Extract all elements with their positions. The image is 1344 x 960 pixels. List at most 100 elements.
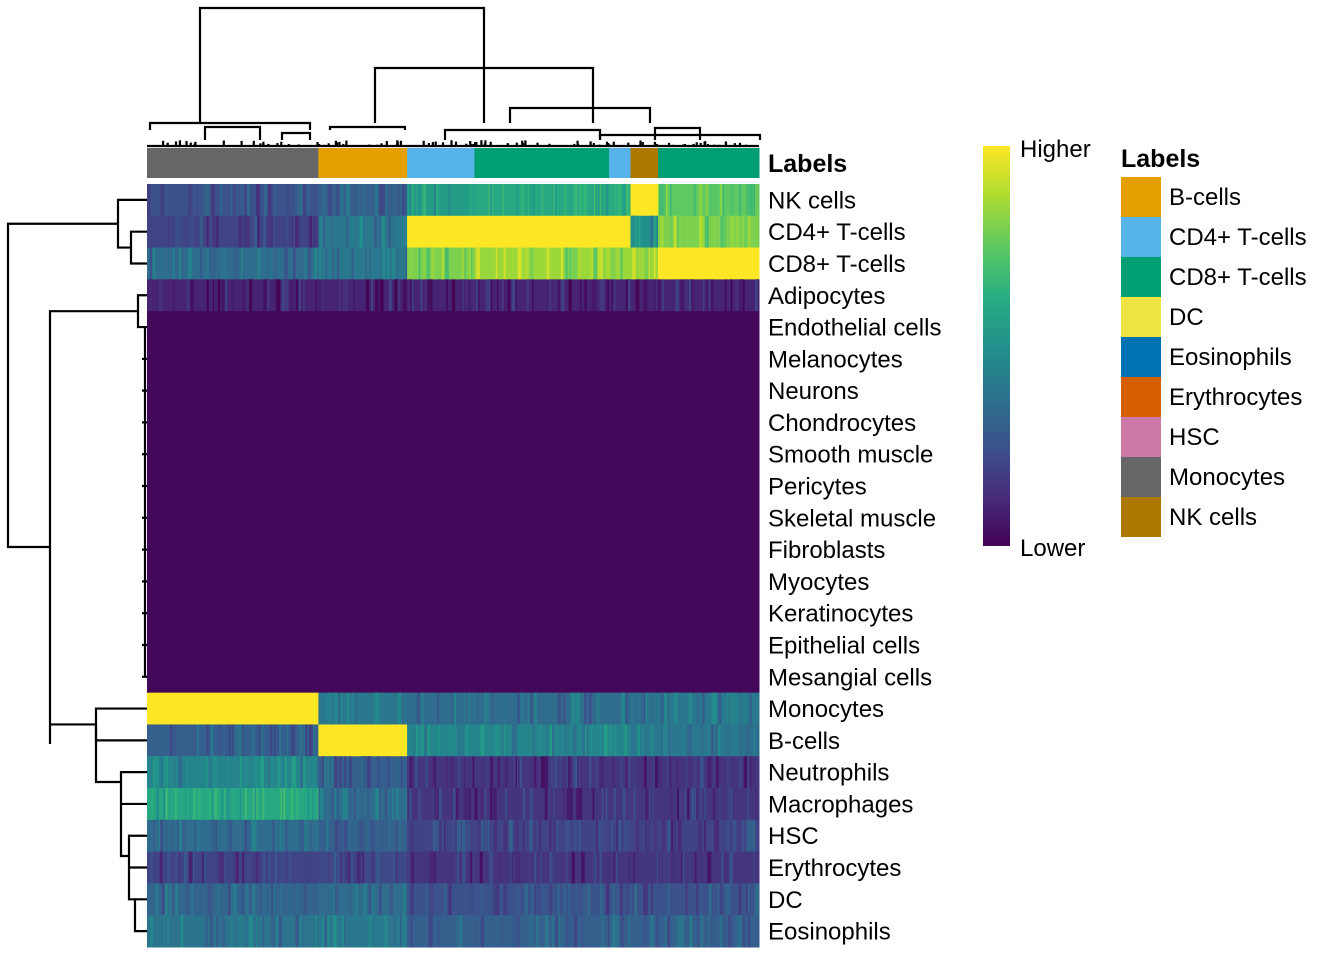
heatmap-texture <box>410 756 415 789</box>
heatmap-texture <box>468 247 473 280</box>
heatmap-texture <box>507 851 511 884</box>
heatmap-texture <box>622 788 626 821</box>
heatmap-texture <box>388 279 392 312</box>
heatmap-cell <box>147 438 319 471</box>
heatmap-cell <box>474 597 610 630</box>
heatmap-texture <box>573 184 578 217</box>
heatmap-texture <box>241 915 243 948</box>
heatmap-texture <box>444 883 446 916</box>
heatmap-texture <box>613 851 616 884</box>
heatmap-cell <box>609 406 631 439</box>
heatmap-texture <box>260 279 264 312</box>
heatmap-texture <box>442 915 447 948</box>
heatmap-texture <box>376 756 381 789</box>
heatmap-texture <box>323 915 328 948</box>
heatmap-texture <box>561 915 564 948</box>
heatmap-texture <box>531 279 534 312</box>
heatmap-cell <box>407 660 475 694</box>
heatmap-texture <box>556 883 560 916</box>
heatmap-texture <box>225 724 230 757</box>
heatmap-cell <box>630 311 659 344</box>
heatmap-texture <box>415 184 417 217</box>
heatmap-texture <box>217 247 219 280</box>
heatmap-texture <box>371 279 373 312</box>
heatmap-cell <box>407 597 475 630</box>
heatmap-texture <box>749 184 754 217</box>
heatmap-texture <box>715 724 719 757</box>
heatmap-texture <box>366 279 370 312</box>
heatmap-texture <box>635 819 640 853</box>
heatmap-texture <box>496 279 499 312</box>
heatmap-texture <box>726 883 731 916</box>
heatmap-texture <box>171 819 173 853</box>
heatmap-texture <box>147 184 151 217</box>
heatmap-texture <box>228 788 231 821</box>
heatmap-texture <box>445 819 448 853</box>
heatmap-texture <box>272 915 275 948</box>
heatmap-texture <box>409 184 411 217</box>
heatmap-texture <box>730 215 734 249</box>
heatmap-texture <box>707 851 711 884</box>
heatmap-texture <box>159 851 163 884</box>
heatmap-texture <box>289 279 294 312</box>
heatmap-texture <box>183 184 187 217</box>
heatmap-texture <box>375 279 379 312</box>
heatmap-texture <box>313 915 317 948</box>
heatmap-texture <box>556 184 559 217</box>
heatmap-texture <box>344 756 347 789</box>
heatmap-texture <box>616 851 619 884</box>
heatmap-cell <box>407 756 475 789</box>
heatmap-texture <box>578 819 581 853</box>
heatmap-texture <box>183 851 186 884</box>
heatmap-texture <box>249 215 253 249</box>
heatmap-texture <box>276 819 281 853</box>
heatmap-texture <box>174 883 179 916</box>
heatmap-texture <box>676 215 681 249</box>
heatmap-texture <box>414 788 417 821</box>
heatmap-texture <box>405 788 408 821</box>
heatmap-texture <box>529 915 533 948</box>
heatmap-texture <box>626 279 630 312</box>
heatmap-texture <box>248 819 252 853</box>
heatmap-texture <box>708 724 711 757</box>
heatmap-texture <box>443 247 445 280</box>
heatmap-texture <box>228 819 233 853</box>
heatmap-texture <box>266 279 271 312</box>
heatmap-texture <box>571 851 575 884</box>
heatmap-texture <box>670 215 672 249</box>
heatmap-texture <box>481 819 484 853</box>
heatmap-texture <box>713 184 716 217</box>
heatmap-texture <box>376 851 380 884</box>
heatmap-texture <box>498 851 503 884</box>
heatmap-texture <box>445 247 449 280</box>
legend-swatch <box>1121 177 1161 217</box>
heatmap-texture <box>684 279 687 312</box>
heatmap-texture <box>700 883 703 916</box>
row-label: Neurons <box>768 378 859 405</box>
heatmap-texture <box>516 724 518 757</box>
heatmap-texture <box>524 247 529 280</box>
heatmap-texture <box>161 247 164 280</box>
heatmap-texture <box>644 756 647 789</box>
heatmap-texture <box>596 692 600 725</box>
heatmap-texture <box>568 883 570 916</box>
heatmap-texture <box>325 247 327 280</box>
heatmap-texture <box>653 756 655 789</box>
heatmap-texture <box>233 851 235 884</box>
heatmap-texture <box>720 215 724 249</box>
heatmap-texture <box>484 788 487 821</box>
heatmap-texture <box>379 184 384 217</box>
heatmap-texture <box>486 915 491 948</box>
heatmap-texture <box>298 279 301 312</box>
heatmap-texture <box>683 788 688 821</box>
heatmap-texture <box>205 247 210 280</box>
heatmap-texture <box>338 279 340 312</box>
heatmap-texture <box>654 756 658 789</box>
heatmap-texture <box>400 756 402 789</box>
heatmap-texture <box>167 215 170 249</box>
heatmap-cell <box>318 565 408 598</box>
heatmap-texture <box>578 788 582 821</box>
heatmap-texture <box>719 184 724 217</box>
heatmap-texture <box>530 756 532 789</box>
heatmap-cell <box>147 406 319 439</box>
